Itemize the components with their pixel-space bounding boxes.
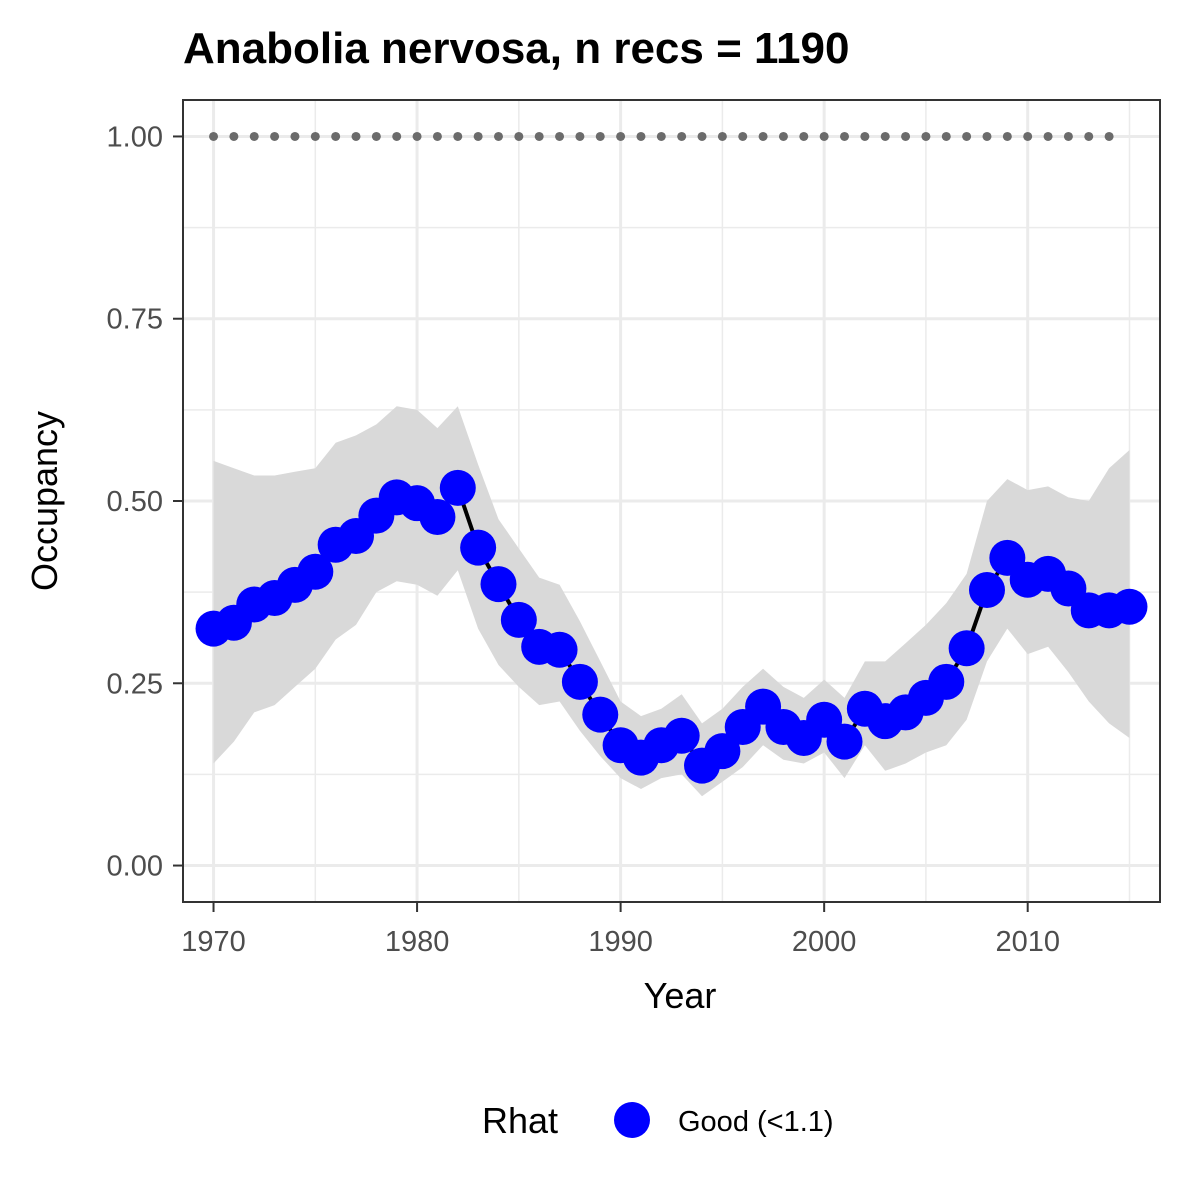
data-point [948,630,985,667]
legend-key-good [614,1102,650,1138]
reference-dot [921,131,931,141]
y-tick-label: 0.75 [107,304,163,336]
reference-dot [412,131,422,141]
reference-dot [840,131,850,141]
y-axis-title: Occupancy [24,411,65,591]
reference-dot [1104,131,1114,141]
reference-dot [371,131,381,141]
reference-dot [1063,131,1073,141]
reference-dot [209,131,219,141]
reference-dot [453,131,463,141]
reference-dot [982,131,992,141]
x-tick-label: 1970 [181,926,246,958]
reference-dot [880,131,890,141]
data-point [1111,588,1148,625]
plot-panel [182,99,1161,903]
y-tick-label: 1.00 [107,121,163,153]
chart-title: Anabolia nervosa, n recs = 1190 [183,24,849,73]
occupancy-points [195,469,1148,784]
x-tick-label: 1980 [385,926,450,958]
y-tick-label: 0.00 [107,851,163,883]
x-axis: 1970 1980 1990 2000 2010 [181,902,1060,958]
legend: Rhat Good (<1.1) [482,1100,834,1141]
data-point [541,631,578,668]
reference-dot [1084,131,1094,141]
reference-dot [392,131,402,141]
x-tick-label: 2010 [995,926,1060,958]
reference-dot [534,131,544,141]
x-tick-label: 1990 [588,926,653,958]
reference-dot [901,131,911,141]
reference-dot [331,131,341,141]
reference-dot [758,131,768,141]
reference-dot [819,131,829,141]
reference-dot [473,131,483,141]
reference-dot [860,131,870,141]
data-point [460,529,497,566]
reference-dot [616,131,626,141]
legend-title: Rhat [482,1100,558,1141]
reference-dot [249,131,259,141]
reference-dot [351,131,361,141]
y-tick-label: 0.25 [107,668,163,700]
reference-dot [1023,131,1033,141]
data-point [582,696,619,733]
x-tick-label: 2000 [792,926,857,958]
data-point [500,601,537,638]
reference-dot [799,131,809,141]
reference-dot [738,131,748,141]
reference-dot [290,131,300,141]
reference-dot [595,131,605,141]
reference-dot [1002,131,1012,141]
data-point [663,717,700,754]
data-point [704,733,741,770]
reference-dot [778,131,788,141]
reference-dot [717,131,727,141]
reference-dot [270,131,280,141]
data-point [480,566,517,603]
x-axis-title: Year [644,975,717,1016]
reference-dot [575,131,585,141]
reference-dot [656,131,666,141]
reference-dot [493,131,503,141]
reference-dot [962,131,972,141]
reference-dot [432,131,442,141]
reference-dot [229,131,239,141]
reference-dot [310,131,320,141]
reference-dotted-line [209,131,1114,141]
data-point [297,553,334,590]
y-tick-label: 0.50 [107,486,163,518]
data-point [439,469,476,506]
reference-dot [1043,131,1053,141]
reference-dot [514,131,524,141]
y-axis: 0.00 0.25 0.50 0.75 1.00 [107,121,183,883]
reference-dot [941,131,951,141]
data-point [419,499,456,536]
reference-dot [697,131,707,141]
legend-label-good: Good (<1.1) [678,1106,834,1138]
reference-dot [555,131,565,141]
data-point [561,663,598,700]
data-point [968,571,1005,608]
data-point [826,723,863,760]
reference-dot [677,131,687,141]
data-point [928,663,965,700]
reference-dot [636,131,646,141]
